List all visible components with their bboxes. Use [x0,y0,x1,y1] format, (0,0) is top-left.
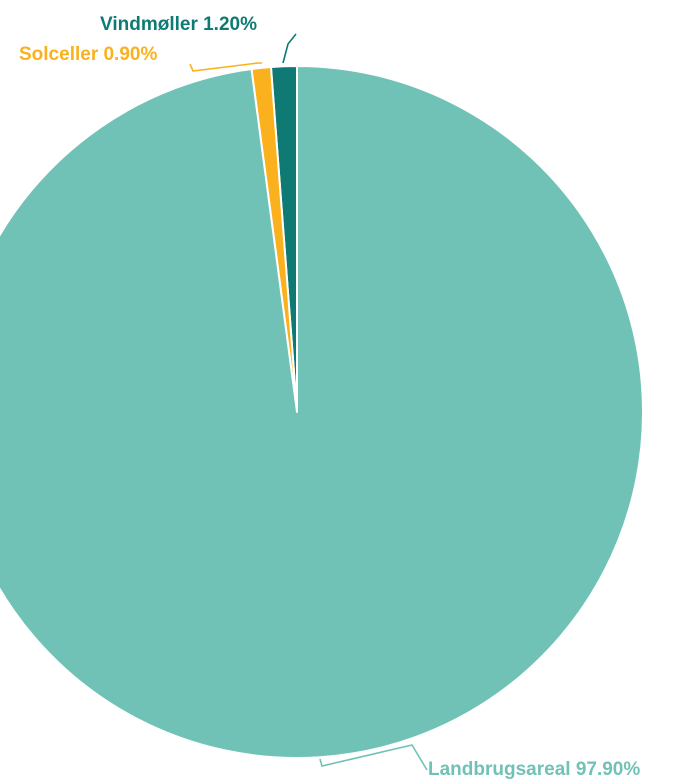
slice-label-vindmoller: Vindmøller 1.20% [100,14,257,35]
pie-slice-landbrugsareal [0,65,644,759]
leader-line-vindmoller [282,33,297,64]
slice-label-solceller: Solceller 0.90% [19,44,157,65]
slice-label-landbrugsareal: Landbrugsareal 97.90% [428,759,640,780]
leader-line-solceller [189,62,262,72]
label-leader-lines [189,33,428,771]
slice-labels: Vindmøller 1.20% Solceller 0.90% Landbrugs… [19,14,640,780]
leader-line-landbrugsareal [319,744,428,771]
pie-slices [0,64,644,759]
